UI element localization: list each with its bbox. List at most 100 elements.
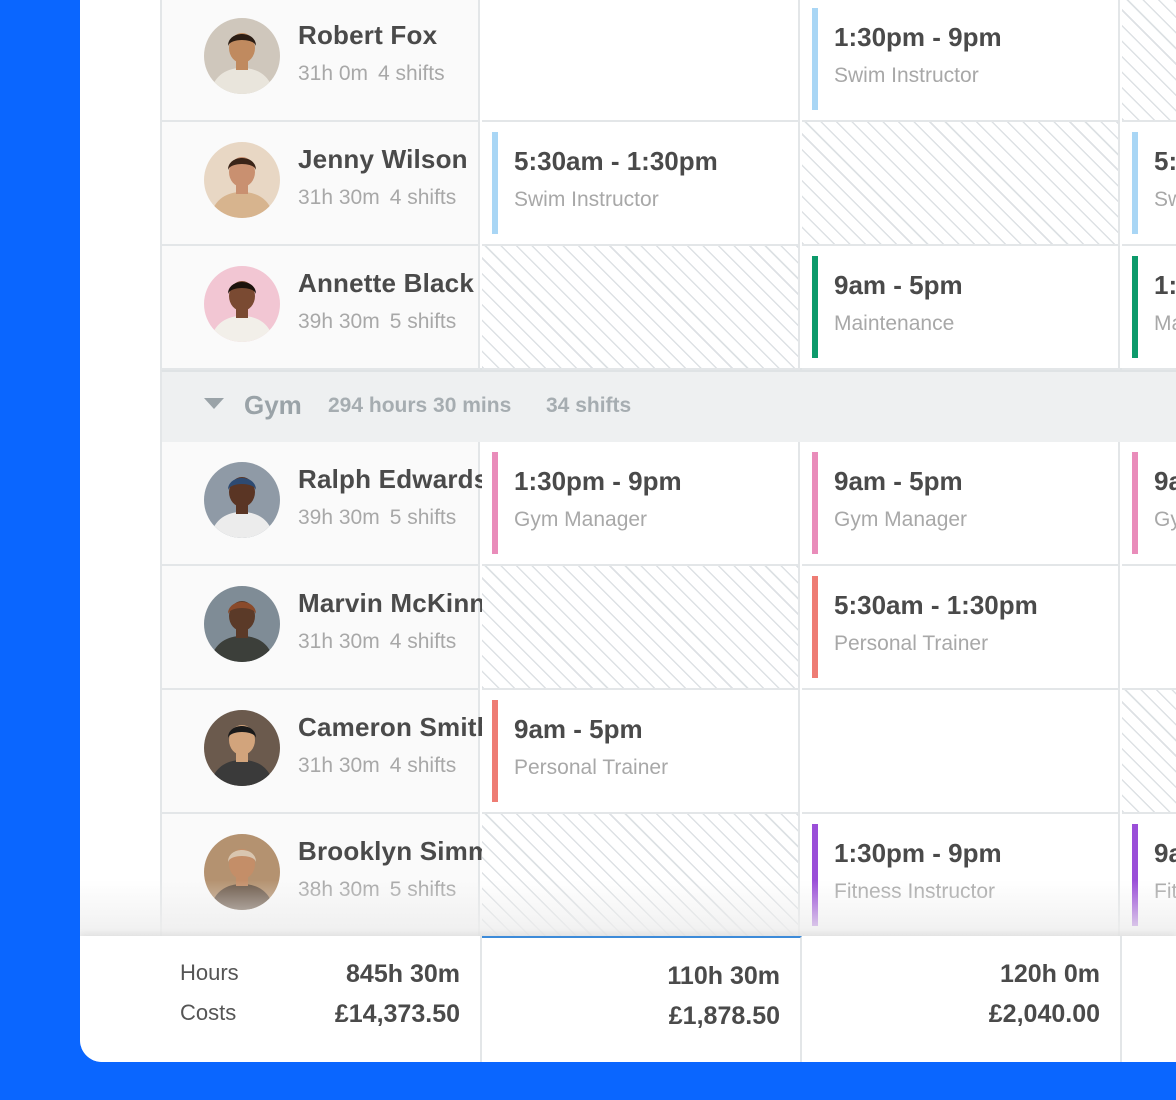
- employee-row: Robert Fox 31h 0m 4 shifts 1:30pm - 9pm Swim…: [80, 0, 1176, 122]
- schedule-card: Gym 294 hours 30 mins 34 shifts Robert F…: [80, 0, 1176, 1062]
- employee-summary: 31h 30m 4 shifts: [298, 754, 456, 778]
- shift-block[interactable]: 1:30pm - 9pm Maintenance: [1132, 256, 1176, 358]
- employee-row: Brooklyn Simm… 38h 30m 5 shifts 1:30pm - 9p…: [80, 814, 1176, 938]
- shift-block[interactable]: 9am - 5pm Fitness Instructor: [1132, 824, 1176, 926]
- totals-column: Hours Costs 845h 30m £14,373.50: [80, 936, 482, 1062]
- shift-role: Gym Manager: [834, 508, 968, 531]
- shift-block[interactable]: 9am - 5pm Personal Trainer: [492, 700, 798, 802]
- shift-time: 1:30pm - 9pm: [834, 838, 1002, 868]
- group-shifts: 34 shifts: [546, 394, 632, 417]
- employee-cell[interactable]: Ralph Edwards 39h 30m 5 shifts: [160, 442, 488, 566]
- shift-time: 9am - 5pm: [834, 270, 963, 300]
- employee-shift-count: 5 shifts: [389, 310, 457, 333]
- group-header-gym[interactable]: Gym 294 hours 30 mins 34 shifts: [160, 368, 1176, 442]
- shift-time: 9am - 5pm: [834, 466, 963, 496]
- day-costs: £2,040.00: [988, 1000, 1100, 1028]
- employee-name: Annette Black: [298, 268, 474, 298]
- shift-color-bar: [812, 576, 818, 678]
- employee-shift-count: 4 shifts: [378, 62, 445, 85]
- day-cell[interactable]: 1:30pm - 9pm Swim Instructor: [802, 0, 1120, 122]
- shift-color-bar: [492, 452, 498, 554]
- day-cell[interactable]: [802, 690, 1120, 814]
- day-cell[interactable]: [1122, 566, 1176, 690]
- employee-hours: 31h 0m: [298, 62, 369, 85]
- day-cell[interactable]: 9am - 5pm Personal Trainer: [482, 690, 800, 814]
- day-cell[interactable]: 1:30pm - 9pm Fitness Instructor: [802, 814, 1120, 938]
- shift-time: 9am - 5pm: [1154, 466, 1176, 496]
- day-cell[interactable]: 5:30am - 1:30pm Swim Instructor: [1122, 122, 1176, 246]
- employee-cell[interactable]: Jenny Wilson 31h 30m 4 shifts: [160, 122, 480, 246]
- employee-cell[interactable]: Marvin McKinney 31h 30m 4 shifts: [160, 566, 515, 690]
- shift-color-bar: [1132, 452, 1138, 554]
- shift-color-bar: [1132, 256, 1138, 358]
- day-total-column: 120h 0m £2,040.00: [802, 936, 1122, 1062]
- employee-cell[interactable]: Cameron Smith 31h 30m 4 shifts: [160, 690, 493, 814]
- unavailable-day-cell[interactable]: [482, 566, 800, 690]
- day-cell[interactable]: 1:30pm - 9pm Gym Manager: [482, 442, 800, 566]
- shift-color-bar: [1132, 824, 1138, 926]
- employee-summary: 31h 30m 4 shifts: [298, 186, 456, 210]
- shift-block[interactable]: 9am - 5pm Maintenance: [812, 256, 1118, 358]
- shift-role: Swim Instructor: [1154, 188, 1176, 211]
- shift-color-bar: [492, 700, 498, 802]
- employee-shift-count: 5 shifts: [389, 878, 457, 901]
- day-cell[interactable]: 9am - 5pm Maintenance: [802, 246, 1120, 370]
- day-cell[interactable]: 5:30am - 1:30pm Personal Trainer: [802, 566, 1120, 690]
- unavailable-day-cell[interactable]: [1122, 690, 1176, 814]
- unavailable-day-cell[interactable]: [1122, 0, 1176, 122]
- group-name: Gym: [244, 390, 302, 420]
- avatar: [204, 834, 280, 910]
- shift-role: Swim Instructor: [514, 188, 659, 211]
- unavailable-day-cell[interactable]: [482, 814, 800, 938]
- day-cell[interactable]: 5:30am - 1:30pm Swim Instructor: [482, 122, 800, 246]
- chevron-down-icon[interactable]: [204, 398, 224, 409]
- shift-role: Gym Manager: [1154, 508, 1176, 531]
- shift-block[interactable]: 5:30am - 1:30pm Swim Instructor: [492, 132, 798, 234]
- shift-block[interactable]: 9am - 5pm Gym Manager: [812, 452, 1118, 554]
- employee-hours: 31h 30m: [298, 630, 380, 653]
- day-cell[interactable]: [482, 0, 800, 122]
- shift-color-bar: [812, 824, 818, 926]
- shift-block[interactable]: 1:30pm - 9pm Fitness Instructor: [812, 824, 1118, 926]
- employee-name: Robert Fox: [298, 20, 438, 50]
- shift-block[interactable]: 1:30pm - 9pm Gym Manager: [492, 452, 798, 554]
- shift-block[interactable]: 5:30am - 1:30pm Personal Trainer: [812, 576, 1118, 678]
- shift-role: Personal Trainer: [514, 756, 669, 779]
- shift-role: Fitness Instructor: [834, 880, 996, 903]
- day-hours: 110h 30m: [667, 962, 780, 990]
- shift-role: Personal Trainer: [834, 632, 989, 655]
- day-total-column: 110h 30m £1,878.50: [482, 936, 802, 1062]
- avatar: [204, 586, 280, 662]
- costs-label: Costs: [180, 1000, 237, 1025]
- avatar: [204, 710, 280, 786]
- employee-cell[interactable]: Brooklyn Simm… 38h 30m 5 shifts: [160, 814, 517, 938]
- employee-summary: 39h 30m 5 shifts: [298, 506, 456, 530]
- employee-row: Marvin McKinney 31h 30m 4 shifts 5:30am - 1…: [80, 566, 1176, 690]
- employee-shift-count: 4 shifts: [389, 754, 457, 777]
- employee-name: Jenny Wilson: [298, 144, 468, 174]
- shift-role: Gym Manager: [514, 508, 648, 531]
- day-cell[interactable]: 9am - 5pm Gym Manager: [802, 442, 1120, 566]
- employee-hours: 39h 30m: [298, 310, 380, 333]
- employee-shift-count: 5 shifts: [389, 506, 457, 529]
- day-cell[interactable]: 9am - 5pm Fitness Instructor: [1122, 814, 1176, 938]
- shift-time: 9am - 5pm: [1154, 838, 1176, 868]
- employee-name: Marvin McKinney: [298, 588, 515, 618]
- employee-row: Jenny Wilson 31h 30m 4 shifts 5:30am - 1:30…: [80, 122, 1176, 246]
- employee-name: Cameron Smith: [298, 712, 493, 742]
- day-cell[interactable]: 1:30pm - 9pm Maintenance: [1122, 246, 1176, 370]
- employee-cell[interactable]: Robert Fox 31h 0m 4 shifts: [160, 0, 480, 122]
- group-hours: 294 hours 30 mins: [328, 394, 512, 417]
- employee-hours: 38h 30m: [298, 878, 380, 901]
- unavailable-day-cell[interactable]: [482, 246, 800, 370]
- shift-block[interactable]: 9am - 5pm Gym Manager: [1132, 452, 1176, 554]
- shift-block[interactable]: 1:30pm - 9pm Swim Instructor: [812, 8, 1118, 110]
- shift-block[interactable]: 5:30am - 1:30pm Swim Instructor: [1132, 132, 1176, 234]
- employee-hours: 31h 30m: [298, 754, 380, 777]
- employee-cell[interactable]: Annette Black 39h 30m 5 shifts: [160, 246, 480, 370]
- shift-time: 9am - 5pm: [514, 714, 643, 744]
- day-cell[interactable]: 9am - 5pm Gym Manager: [1122, 442, 1176, 566]
- avatar: [204, 18, 280, 94]
- unavailable-day-cell[interactable]: [802, 122, 1120, 246]
- day-costs: £1,878.50: [668, 1002, 780, 1030]
